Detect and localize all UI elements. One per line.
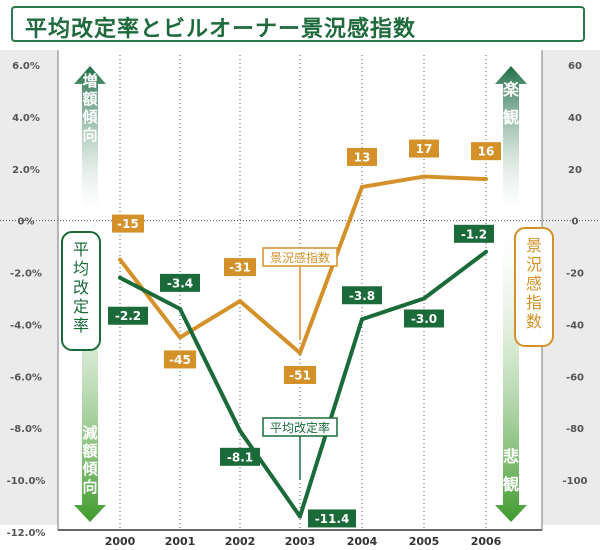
callout-index: 景況感指数 xyxy=(262,247,338,340)
rate-data-label-bg xyxy=(342,286,382,305)
rate-point xyxy=(298,514,302,519)
rate-data-label-bg xyxy=(220,447,260,466)
left-tick-label: -12.0% xyxy=(7,528,46,539)
rate-point xyxy=(118,275,122,280)
right-tick-label: 40 xyxy=(568,113,582,124)
x-tick-label: 2003 xyxy=(285,535,316,548)
svg-text:景況感指数: 景況感指数 xyxy=(270,250,330,265)
index-data-label-bg xyxy=(112,214,144,233)
right-down-text: 悲観 xyxy=(503,447,519,494)
index-data-label: 16 xyxy=(478,145,495,159)
right-tick-label: -100 xyxy=(562,476,587,487)
rate-data-label-bg xyxy=(454,224,494,243)
index-data-label-bg xyxy=(284,365,316,384)
x-tick-label: 2006 xyxy=(471,535,502,548)
x-tick-label: 2002 xyxy=(225,535,256,548)
index-data-label: -51 xyxy=(289,368,311,382)
right-tick-label: -80 xyxy=(566,424,584,435)
left-tick-label: -2.0% xyxy=(10,269,42,280)
rate-data-label-bg xyxy=(160,273,200,292)
rate-data-label: -3.4 xyxy=(167,276,193,290)
x-tick-label: 2001 xyxy=(165,535,196,548)
rate-data-label: -8.1 xyxy=(227,450,253,464)
index-data-label-bg xyxy=(347,147,377,166)
right-tick-label: -60 xyxy=(566,372,584,383)
rate-point xyxy=(360,317,364,322)
svg-text:平均改定率: 平均改定率 xyxy=(270,420,330,435)
index-point xyxy=(484,177,488,182)
index-point xyxy=(178,335,182,340)
index-point xyxy=(422,174,426,179)
rate-data-label-bg xyxy=(108,306,148,325)
title-box: 平均改定率とビルオーナー景況感指数 xyxy=(11,6,585,42)
left-tick-label: -4.0% xyxy=(10,320,42,331)
rate-data-label: -11.4 xyxy=(315,512,350,526)
right-axis-title-box xyxy=(514,227,554,347)
index-point xyxy=(118,257,122,262)
rate-point xyxy=(484,249,488,254)
index-data-label: 13 xyxy=(354,150,371,164)
rate-data-label: -3.8 xyxy=(349,289,375,303)
index-data-label-bg xyxy=(409,139,439,158)
right-tick-label: 0 xyxy=(572,217,579,228)
index-point xyxy=(298,350,302,355)
index-data-label: -31 xyxy=(229,261,251,275)
rate-point xyxy=(422,296,426,301)
index-data-label-bg xyxy=(471,142,501,161)
index-point xyxy=(238,299,242,304)
rate-data-label: -2.2 xyxy=(115,309,141,323)
up-arrow-right xyxy=(495,66,527,212)
rate-data-label: -3.0 xyxy=(411,312,437,326)
up-arrow-left xyxy=(74,66,106,212)
x-tick-label: 2000 xyxy=(105,535,136,548)
left-tick-label: 0% xyxy=(18,217,35,228)
left-tick-label: 6.0% xyxy=(12,61,40,72)
left-axis-title: 平均改定率 xyxy=(73,240,89,335)
up-arrow-text: 増額傾向 xyxy=(81,72,98,144)
left-tick-label: -6.0% xyxy=(10,372,42,383)
right-up-text: 楽観 xyxy=(502,80,520,127)
right-axis-title: 景況感指数 xyxy=(526,236,542,331)
left-tick-label: 4.0% xyxy=(12,113,40,124)
rate-data-label-bg xyxy=(404,309,444,328)
index-data-label: -45 xyxy=(169,353,191,367)
right-tick-label: 20 xyxy=(568,165,582,176)
right-tick-label: -20 xyxy=(566,269,584,280)
left-panel xyxy=(0,50,58,525)
chart-title: 平均改定率とビルオーナー景況感指数 xyxy=(25,17,417,42)
left-tick-label: -8.0% xyxy=(10,424,42,435)
left-tick-label: -10.0% xyxy=(7,476,46,487)
right-tick-label: -40 xyxy=(566,320,584,331)
rate-point xyxy=(178,306,182,311)
left-axis-title-box xyxy=(61,231,101,351)
rate-data-label-bg xyxy=(308,509,356,528)
callout-rate: 平均改定率 xyxy=(262,417,338,480)
left-tick-label: 2.0% xyxy=(12,165,40,176)
index-data-label: 17 xyxy=(416,142,433,156)
rate-point xyxy=(238,428,242,433)
down-arrow-text: 減額傾向 xyxy=(81,424,98,496)
rate-data-label: -1.2 xyxy=(461,227,487,241)
index-data-label-bg xyxy=(224,258,256,277)
index-point xyxy=(360,184,364,189)
index-data-label-bg xyxy=(164,350,196,369)
x-tick-label: 2005 xyxy=(409,535,440,548)
x-tick-label: 2004 xyxy=(347,535,378,548)
right-tick-label: 60 xyxy=(568,61,582,72)
index-data-label: -15 xyxy=(117,217,139,231)
